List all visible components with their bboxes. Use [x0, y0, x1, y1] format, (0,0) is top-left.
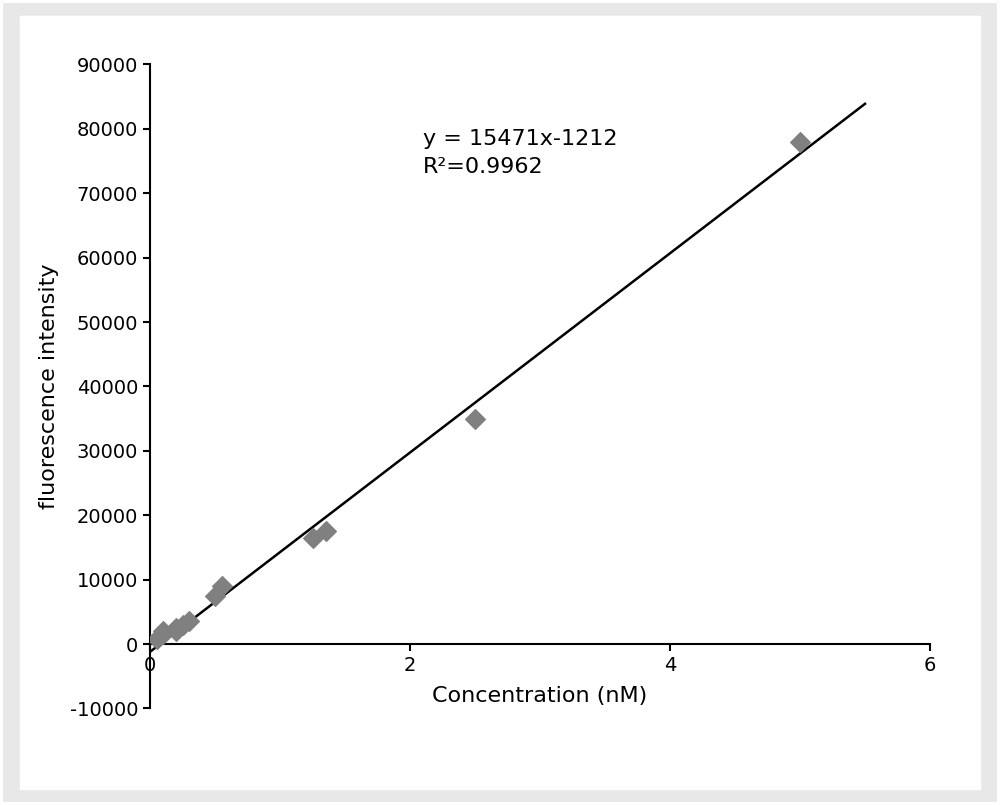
Text: y = 15471x-1212
R²=0.9962: y = 15471x-1212 R²=0.9962 [423, 129, 618, 177]
Point [148, 633, 164, 646]
Point [214, 580, 230, 592]
Point [181, 615, 197, 628]
Point [304, 531, 320, 544]
X-axis label: Concentration (nM): Concentration (nM) [432, 686, 648, 706]
Point [792, 135, 808, 148]
Point [467, 412, 483, 425]
Point [168, 625, 184, 638]
Point [207, 589, 223, 602]
Point [155, 628, 171, 641]
Point [174, 618, 190, 631]
Point [155, 625, 171, 638]
Point [168, 621, 184, 634]
Point [318, 525, 334, 538]
Y-axis label: fluorescence intensity: fluorescence intensity [39, 264, 59, 509]
